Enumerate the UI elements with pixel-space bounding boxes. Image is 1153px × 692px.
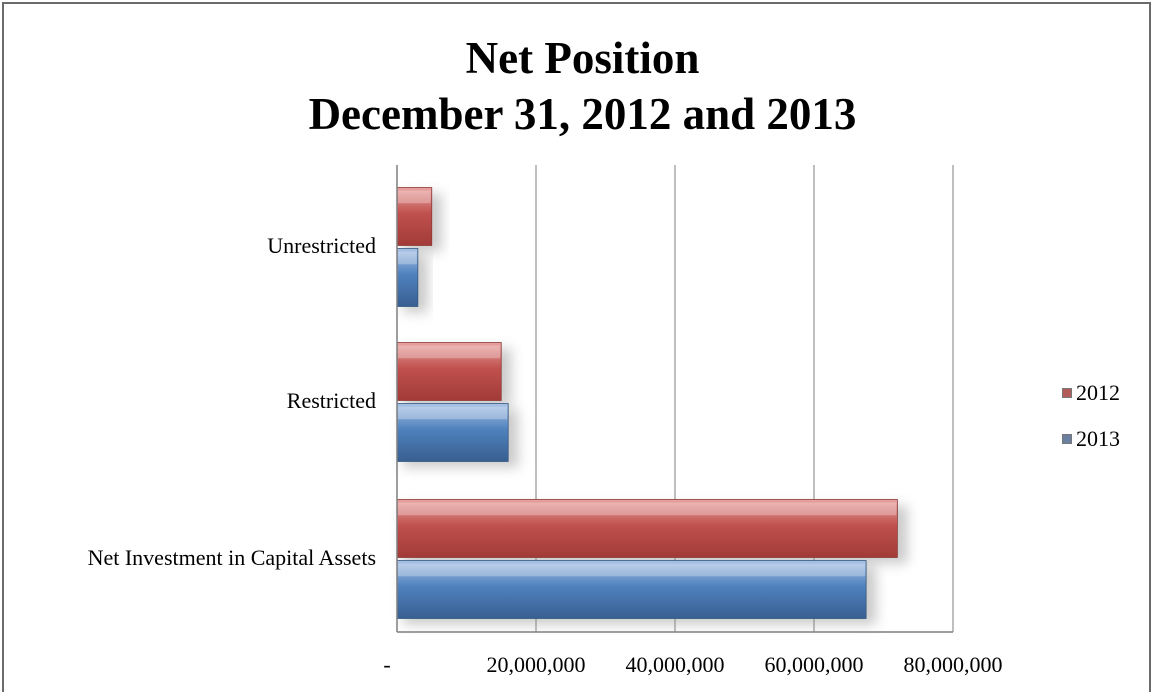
bar-highlight	[398, 502, 897, 516]
bar-highlight	[398, 345, 501, 359]
x-tick-label: -	[383, 652, 390, 677]
category-label: Net Investment in Capital Assets	[88, 545, 376, 570]
category-label: Unrestricted	[267, 233, 376, 258]
bar-highlight	[398, 190, 431, 204]
bar-2012-net-investment-in-capital-assets	[396, 499, 898, 558]
x-tick-label: 60,000,000	[765, 652, 864, 677]
x-tick-label: 20,000,000	[487, 652, 586, 677]
legend-swatch-2013	[1062, 434, 1072, 444]
legend-item-2012: 2012	[1062, 380, 1120, 406]
bar-2013-net-investment-in-capital-assets	[396, 560, 867, 619]
legend: 2012 2013	[1062, 380, 1120, 472]
legend-item-2013: 2013	[1062, 426, 1120, 452]
chart-title-line2: December 31, 2012 and 2013	[308, 89, 857, 139]
legend-label-2012: 2012	[1076, 380, 1120, 405]
x-tick-label: 40,000,000	[626, 652, 725, 677]
x-tick-label: 80,000,000	[904, 652, 1003, 677]
bar-2012-unrestricted	[396, 187, 433, 246]
legend-label-2013: 2013	[1076, 426, 1120, 451]
bar-highlight	[398, 251, 417, 265]
chart-title-line1: Net Position	[465, 33, 700, 83]
bar-highlight	[398, 406, 508, 420]
bar-highlight	[398, 563, 866, 577]
bar-2012-restricted	[396, 342, 502, 401]
category-label: Restricted	[287, 388, 376, 413]
legend-swatch-2012	[1062, 388, 1072, 398]
